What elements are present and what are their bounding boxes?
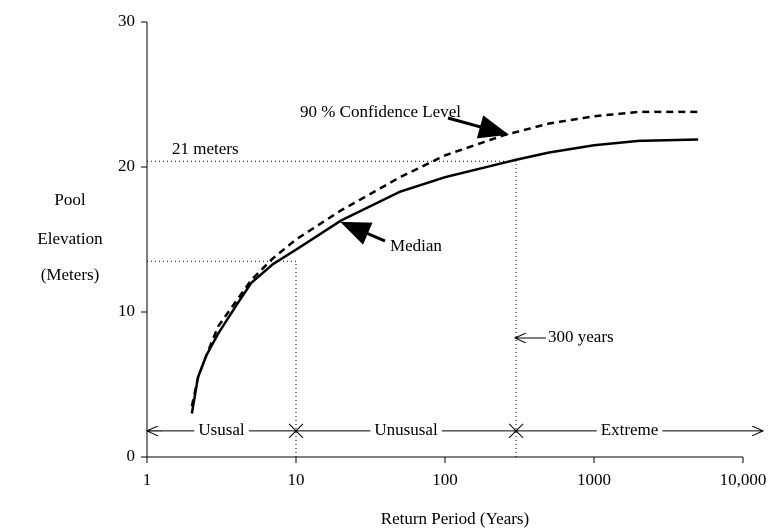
y-tick-label: 0	[127, 446, 136, 465]
region-label-bg	[194, 419, 249, 439]
x-tick-label: 10,000	[720, 470, 767, 489]
legend-label: Median	[390, 236, 442, 255]
x-tick-label: 1	[143, 470, 152, 489]
y-axis-label: Elevation	[37, 229, 103, 248]
series-line	[190, 110, 699, 407]
region-label-bg	[596, 419, 663, 439]
annotation: 300 years	[548, 327, 614, 346]
legend-label: 90 % Confidence Level	[300, 102, 461, 121]
x-tick-label: 10	[288, 470, 305, 489]
annotation-arrow	[340, 221, 386, 245]
region-label: Extreme	[601, 420, 659, 439]
region-label: Unususal	[374, 420, 438, 439]
y-tick-label: 10	[118, 301, 135, 320]
x-axis-label: Return Period (Years)	[381, 509, 529, 528]
y-axis-label: Pool	[54, 190, 85, 209]
annotation-arrow	[447, 115, 509, 139]
y-tick-label: 30	[118, 11, 135, 30]
region-label: Ususal	[198, 420, 245, 439]
y-axis-label: (Meters)	[41, 265, 100, 284]
region-label-bg	[370, 419, 442, 439]
annotation: 21 meters	[172, 139, 239, 158]
x-tick-label: 100	[432, 470, 458, 489]
y-tick-label: 20	[118, 156, 135, 175]
series-line	[190, 138, 699, 414]
x-tick-label: 1000	[577, 470, 611, 489]
